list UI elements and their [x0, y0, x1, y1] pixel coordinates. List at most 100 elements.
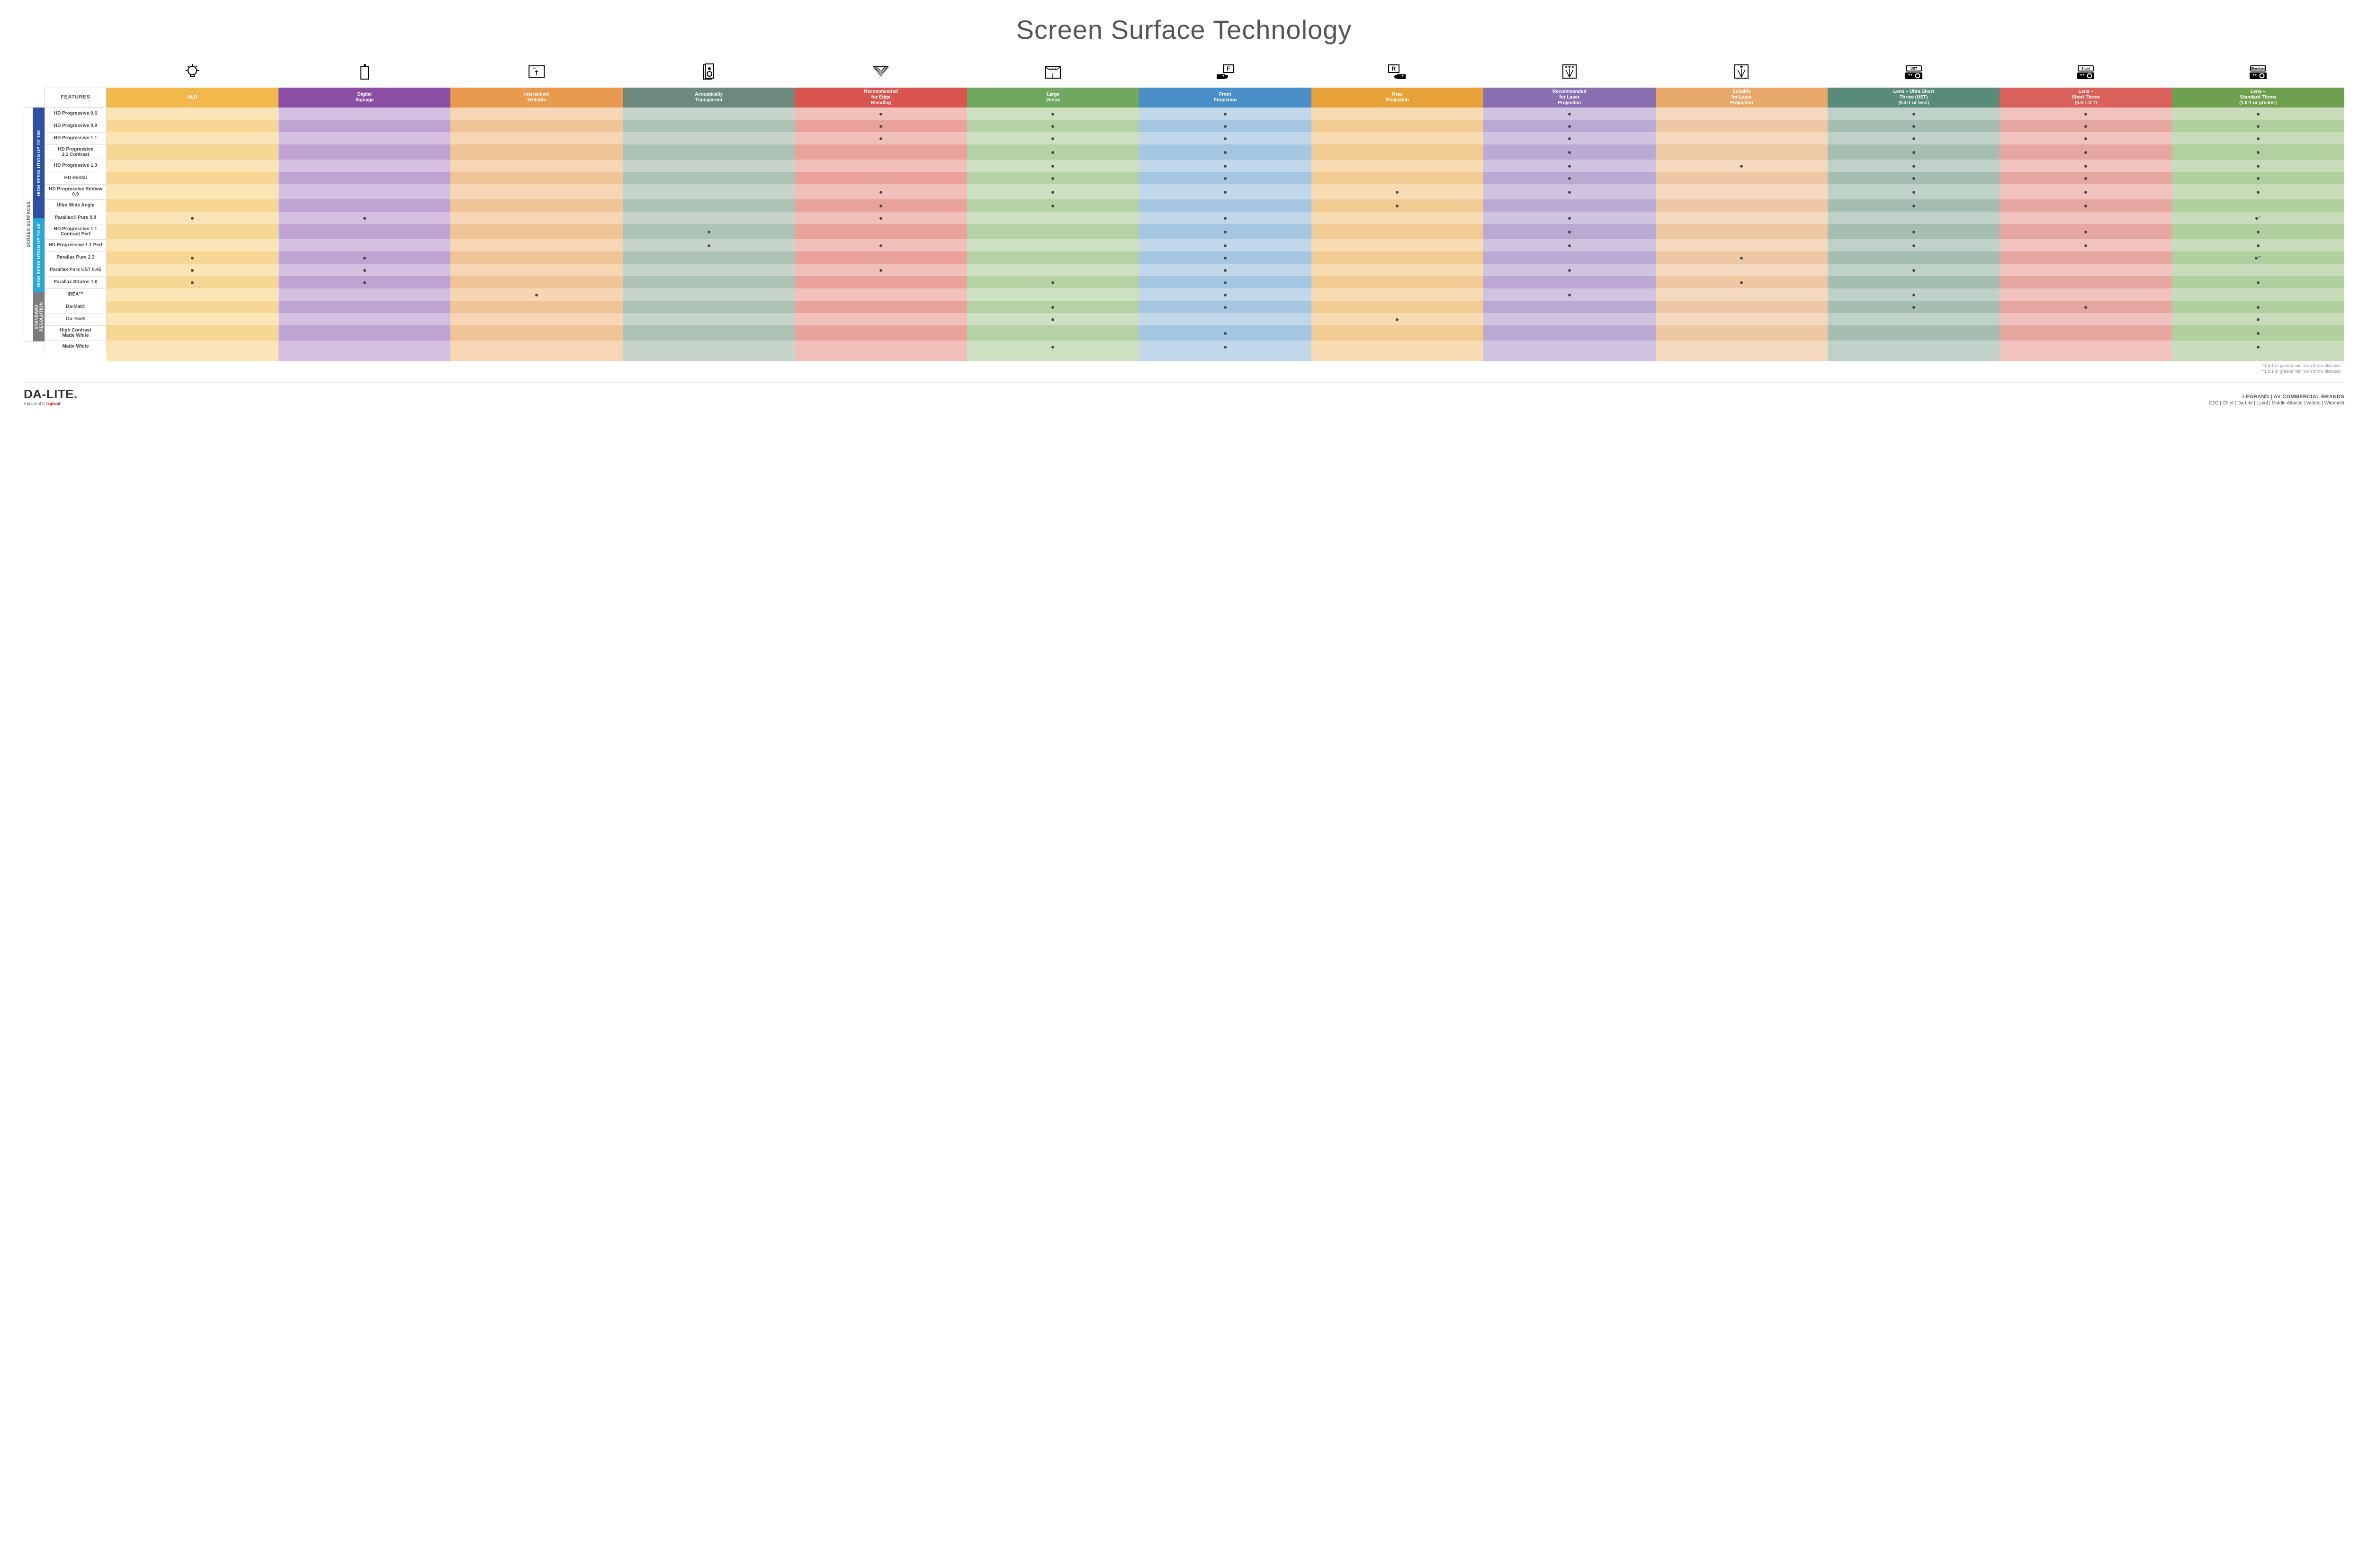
col-icon-rear [1311, 59, 1483, 88]
brands-list: C2G | Chief | Da-Lite | Luxul | Middle A… [2209, 401, 2344, 406]
matrix-cell [1483, 160, 1655, 172]
matrix-cell [1311, 313, 1483, 325]
outer-group-label: SCREEN SURFACES [24, 108, 33, 341]
matrix-cell [1656, 132, 1828, 144]
matrix-cell [1828, 212, 2000, 224]
matrix-cell [1483, 288, 1655, 301]
matrix-cell [967, 160, 1139, 172]
matrix-cell [623, 301, 795, 313]
matrix-cell [1828, 132, 2000, 144]
matrix-cell [450, 224, 622, 239]
brand-logo: DA-LITE. [24, 387, 78, 402]
matrix-cell [278, 224, 450, 239]
matrix-cell [1828, 313, 2000, 325]
col-header: Lens – Ultra ShortThrow (UST)(0.4:1 or l… [1828, 88, 2000, 108]
col-icon-laser3 [1483, 59, 1655, 88]
matrix-cell [623, 313, 795, 325]
matrix-cell [2000, 224, 2171, 239]
matrix-cell [278, 276, 450, 288]
matrix-cell [1311, 325, 1483, 340]
row-label: HD Progressive 1.1 [45, 132, 107, 144]
matrix-cell [107, 264, 278, 276]
col-icon-bulb [107, 59, 278, 88]
matrix-cell [967, 340, 1139, 353]
matrix-cell [2000, 160, 2171, 172]
matrix-cell: * [2172, 212, 2344, 224]
page-title: Screen Surface Technology [24, 14, 2344, 45]
row-label: Matte White [45, 340, 107, 353]
matrix-cell [1139, 313, 1311, 325]
matrix-cell [2000, 264, 2171, 276]
matrix-cell [278, 212, 450, 224]
matrix-cell [1311, 212, 1483, 224]
brands-title: LEGRAND | AV COMMERCIAL BRANDS [2209, 394, 2344, 400]
page-footer: DA-LITE. A brand of ☐ legrand LEGRAND | … [24, 383, 2344, 406]
matrix-cell [1139, 199, 1311, 212]
matrix-cell [278, 264, 450, 276]
col-icon-projShort: Short [2000, 59, 2171, 88]
matrix-cell [278, 325, 450, 340]
matrix-cell [278, 172, 450, 184]
table-row: IDEA™ [45, 288, 2344, 301]
matrix-cell [623, 276, 795, 288]
row-label: Parallax Pure UST 0.45 [45, 264, 107, 276]
table-row: HD Progressive1.1 Contrast [45, 144, 2344, 160]
matrix-cell [1656, 144, 1828, 160]
matrix-cell [967, 276, 1139, 288]
matrix-cell [107, 172, 278, 184]
matrix-cell [450, 239, 622, 251]
table-row: Parallax® Pure 0.8* [45, 212, 2344, 224]
matrix-cell [1311, 172, 1483, 184]
matrix-cell [1828, 325, 2000, 340]
matrix-cell [107, 251, 278, 264]
matrix-cell [1483, 120, 1655, 132]
matrix-cell [795, 132, 967, 144]
matrix-cell [795, 144, 967, 160]
matrix-cell [2172, 288, 2344, 301]
matrix-cell [1139, 144, 1311, 160]
row-label: HD Progressive 1.1 Perf [45, 239, 107, 251]
matrix-cell [107, 288, 278, 301]
table-row: HD Progressive 0.6 [45, 108, 2344, 120]
matrix-cell [107, 239, 278, 251]
matrix-cell [1656, 184, 1828, 199]
matrix-cell [450, 325, 622, 340]
matrix-cell [795, 264, 967, 276]
matrix-cell [1828, 288, 2000, 301]
table-row: HD Progressive 1.1 [45, 132, 2344, 144]
group-label: HIGH RESOLUTION UP TO 4K [33, 218, 45, 292]
matrix-cell [1483, 325, 1655, 340]
matrix-cell [1656, 325, 1828, 340]
matrix-cell [2172, 184, 2344, 199]
col-header: Recommendedfor LaserProjection [1483, 88, 1655, 108]
matrix-cell [623, 144, 795, 160]
matrix-cell [2172, 132, 2344, 144]
matrix-cell: ** [2172, 251, 2344, 264]
matrix-cell [623, 199, 795, 212]
matrix-cell [450, 120, 622, 132]
matrix-cell [1139, 251, 1311, 264]
matrix-cell [1828, 184, 2000, 199]
table-row: Matte White [45, 340, 2344, 353]
matrix-cell [1139, 212, 1311, 224]
matrix-cell [1139, 301, 1311, 313]
matrix-cell [967, 132, 1139, 144]
matrix-cell [1311, 301, 1483, 313]
matrix-cell [1311, 239, 1483, 251]
col-header: LargeVenue [967, 88, 1139, 108]
matrix-cell [107, 325, 278, 340]
matrix-cell [2000, 184, 2171, 199]
matrix-cell [1828, 172, 2000, 184]
matrix-cell [107, 340, 278, 353]
matrix-cell [1311, 184, 1483, 199]
matrix-cell [2000, 120, 2171, 132]
col-icon-laser1 [1656, 59, 1828, 88]
matrix-cell [623, 239, 795, 251]
matrix-cell [278, 144, 450, 160]
matrix-cell [1483, 108, 1655, 120]
matrix-cell [1828, 108, 2000, 120]
table-row: HD Progressive 1.1 Perf [45, 239, 2344, 251]
matrix-cell [1656, 160, 1828, 172]
matrix-cell [795, 212, 967, 224]
matrix-cell [1828, 224, 2000, 239]
